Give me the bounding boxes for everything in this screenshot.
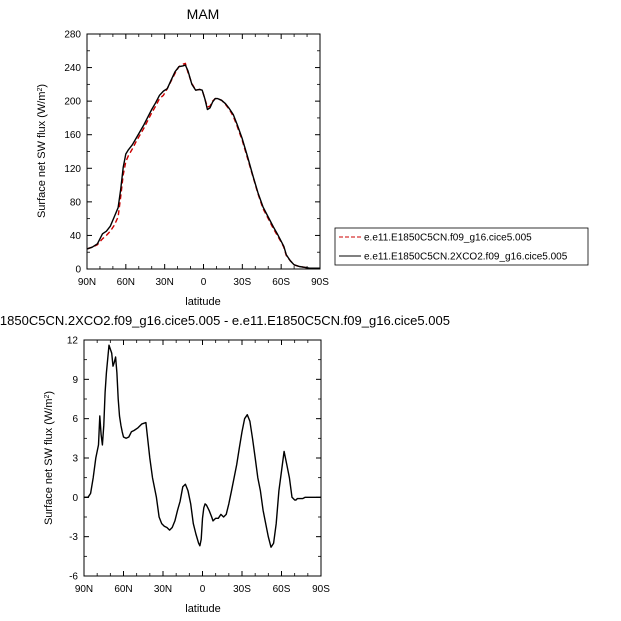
x-tick-label: 60N (114, 584, 132, 595)
legend: e.e11.E1850C5CN.f09_g16.cice5.005 e.e11.… (334, 227, 589, 266)
legend-label-control: e.e11.E1850C5CN.f09_g16.cice5.005 (364, 233, 532, 244)
y-tick-label: 160 (64, 130, 81, 141)
x-tick-label: 30S (233, 584, 251, 595)
bottom-title: e.e11.E1850C5CN.2XCO2.f09_g16.cice5.005 … (0, 313, 450, 328)
y-tick-label: 120 (64, 164, 81, 175)
y-tick-label: 0 (72, 493, 78, 504)
bottom-ylabel: Surface net SW flux (W/m2) (43, 391, 55, 525)
y-tick-label: 12 (67, 336, 79, 347)
top-xlabel: latitude (185, 296, 220, 308)
x-tick-label: 60S (273, 584, 291, 595)
bottom-xlabel: latitude (185, 603, 220, 615)
x-tick-label: 60N (117, 277, 135, 288)
top-ylabel: Surface net SW flux (W/m2) (36, 84, 48, 218)
x-tick-label: 60S (272, 277, 290, 288)
bottom-panel: e.e11.E1850C5CN.2XCO2.f09_g16.cice5.005 … (0, 313, 450, 615)
y-tick-label: 0 (75, 265, 81, 276)
y-tick-label: 280 (64, 30, 81, 41)
x-tick-label: 30N (155, 277, 173, 288)
top-title: MAM (187, 6, 220, 22)
top-panel: MAM 90N 60N 30N 0 30S 60S 90S 0 40 80 120 160 200 240… (36, 6, 589, 308)
series-line-0 (84, 344, 321, 548)
y-tick-label: -3 (69, 532, 78, 543)
y-tick-label: 6 (72, 414, 78, 425)
y-tick-label: 9 (72, 375, 78, 386)
y-tick-label: 200 (64, 97, 81, 108)
x-tick-label: 90N (78, 277, 96, 288)
y-tick-label: -6 (69, 572, 78, 583)
x-tick-label: 90S (311, 277, 329, 288)
x-tick-label: 30N (154, 584, 172, 595)
legend-label-2xco2: e.e11.E1850C5CN.2XCO2.f09_g16.cice5.005 (364, 252, 568, 263)
y-tick-label: 3 (72, 454, 78, 465)
top-plot-frame (86, 33, 321, 270)
y-tick-label: 240 (64, 63, 81, 74)
x-tick-label: 30S (233, 277, 251, 288)
x-tick-label: 0 (200, 584, 206, 595)
x-tick-label: 90S (312, 584, 330, 595)
legend-box (334, 227, 589, 266)
y-tick-label: 40 (70, 231, 82, 242)
x-tick-label: 0 (201, 277, 207, 288)
y-tick-label: 80 (70, 197, 82, 208)
series-line-1 (86, 64, 320, 269)
x-tick-label: 90N (75, 584, 93, 595)
